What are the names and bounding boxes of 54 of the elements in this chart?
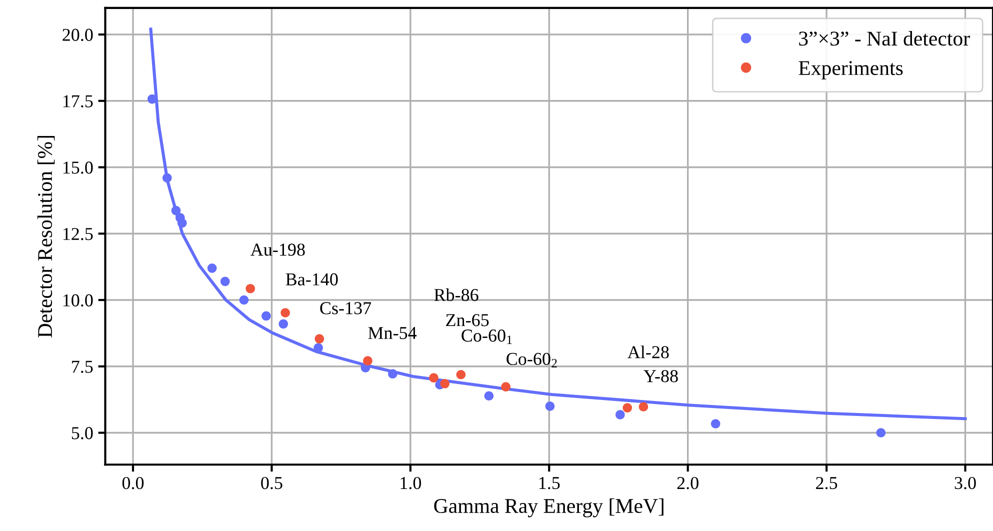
point: [484, 391, 494, 401]
point: [876, 428, 886, 438]
annotation: Al-28: [628, 346, 669, 358]
point: [440, 378, 450, 388]
point: [710, 419, 720, 428]
x-tick-label: 2.5: [816, 477, 838, 490]
legend-label: Experiments: [798, 61, 903, 80]
annotation: Ba-140: [286, 273, 338, 286]
point: [262, 311, 271, 321]
point: [429, 373, 438, 382]
annotation: Cs-137: [320, 302, 372, 314]
x-tick-label: 3.0: [954, 476, 976, 490]
x-tick-label: 1.0: [400, 476, 422, 490]
x-tick-label: 0.0: [122, 476, 144, 490]
legend-label: 3”×3” - NaI detector: [799, 31, 970, 46]
y-tick-label: 10.0: [63, 294, 93, 307]
annotation: Co-60$_{2}$: [506, 352, 557, 368]
y-tick-label: 12.5: [63, 228, 93, 240]
point: [363, 356, 372, 366]
x-tick-label: 0.5: [261, 476, 282, 490]
point: [171, 206, 181, 216]
point: [246, 284, 256, 294]
point: [456, 370, 466, 380]
annotation: Zn-65: [446, 314, 489, 326]
point: [501, 382, 511, 392]
annotation: Y-88: [644, 370, 678, 382]
point: [638, 402, 648, 412]
annotation: Au-198: [250, 244, 305, 256]
y-tick-label: 5.0: [72, 427, 93, 440]
point: [280, 308, 290, 318]
point: [278, 319, 288, 329]
point: [147, 94, 157, 104]
x-axis-title: Gamma Ray Energy [MeV]: [434, 498, 664, 518]
y-axis-title: Detector Resolution [%]: [37, 136, 55, 338]
annotation: Co-60$_{1}$: [462, 330, 512, 344]
point: [622, 403, 632, 412]
point: [239, 295, 249, 305]
point: [220, 276, 230, 286]
point: [207, 263, 217, 273]
annotation: Mn-54: [368, 327, 417, 340]
point: [388, 369, 398, 378]
y-tick-label: 7.5: [72, 360, 93, 373]
annotation: Rb-86: [434, 288, 478, 302]
point: [314, 334, 324, 344]
x-tick-label: 2.0: [677, 476, 698, 490]
y-tick-label: 15.0: [63, 162, 93, 174]
point: [162, 173, 172, 183]
point: [545, 402, 555, 411]
y-tick-label: 17.5: [63, 95, 93, 108]
x-tick-label: 1.5: [539, 477, 560, 490]
y-tick-label: 20.0: [62, 28, 93, 42]
point: [314, 343, 323, 352]
point: [177, 218, 187, 228]
point: [615, 410, 625, 420]
